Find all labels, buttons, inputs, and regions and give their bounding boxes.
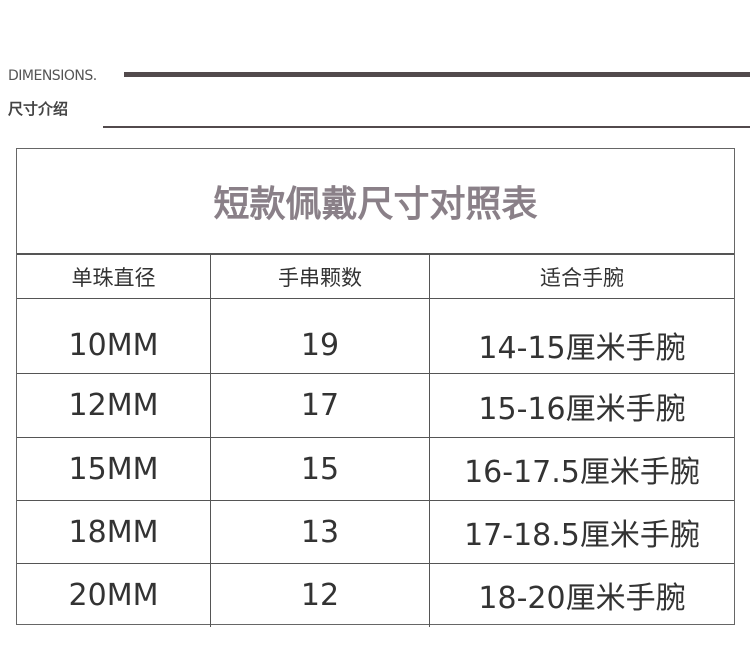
size-table: 单珠直径 手串颗数 适合手腕 10MM 19 14-15厘米手腕 12MM 17 15-1…: [17, 254, 734, 627]
table-row: 20MM 12 18-20厘米手腕: [17, 563, 734, 627]
table-cell: 18-20厘米手腕: [429, 563, 734, 627]
table-cell: 16-17.5厘米手腕: [429, 437, 734, 501]
divider-thin: [103, 126, 750, 128]
column-header: 适合手腕: [429, 254, 734, 299]
table-header-row: 单珠直径 手串颗数 适合手腕: [17, 254, 734, 299]
table-row: 12MM 17 15-16厘米手腕: [17, 373, 734, 438]
table-cell: 15: [210, 437, 430, 501]
size-chart: 短款佩戴尺寸对照表 单珠直径 手串颗数 适合手腕 10MM 19 14-15厘米手腕…: [16, 148, 735, 627]
table-cell: 12MM: [17, 373, 211, 438]
column-header: 单珠直径: [17, 254, 211, 299]
table-cell: 15-16厘米手腕: [429, 373, 734, 438]
divider-thick: [124, 72, 750, 77]
table-cell: 20MM: [17, 563, 211, 627]
table-row: 15MM 15 16-17.5厘米手腕: [17, 437, 734, 501]
table-cell: 17: [210, 373, 430, 438]
table-cell: 18MM: [17, 500, 211, 564]
table-cell: 17-18.5厘米手腕: [429, 500, 734, 564]
table-cell: 10MM: [17, 298, 211, 374]
table-cell: 15MM: [17, 437, 211, 501]
section-label-cn: 尺寸介绍: [8, 100, 69, 118]
chart-title: 短款佩戴尺寸对照表: [17, 149, 734, 254]
section-label-en: DIMENSIONS.: [8, 68, 97, 84]
table-cell: 14-15厘米手腕: [429, 298, 734, 374]
table-cell: 13: [210, 500, 430, 564]
column-header: 手串颗数: [210, 254, 430, 299]
table-cell: 19: [210, 298, 430, 374]
table-row: 10MM 19 14-15厘米手腕: [17, 298, 734, 374]
table-cell: 12: [210, 563, 430, 627]
table-row: 18MM 13 17-18.5厘米手腕: [17, 500, 734, 564]
